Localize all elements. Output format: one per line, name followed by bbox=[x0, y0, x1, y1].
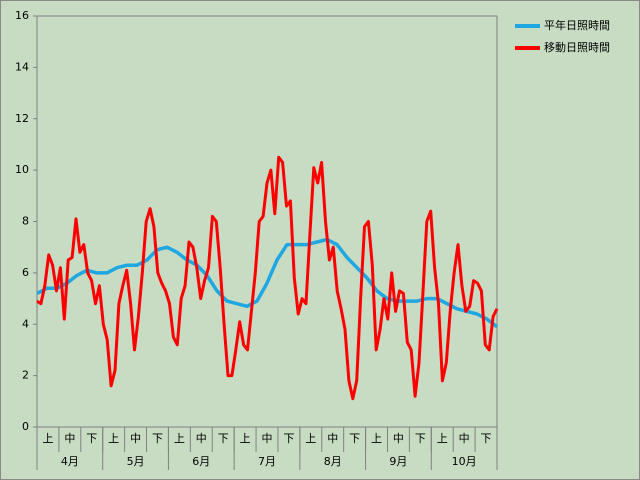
x-tick-label: 上 bbox=[174, 432, 185, 445]
x-tick-label: 下 bbox=[152, 432, 163, 445]
y-tick-label: 8 bbox=[22, 215, 29, 228]
x-tick-label: 中 bbox=[393, 432, 404, 445]
x-tick-label: 中 bbox=[327, 432, 338, 445]
x-group-label: 4月 bbox=[61, 455, 79, 468]
x-group-label: 7月 bbox=[258, 455, 276, 468]
x-tick-label: 上 bbox=[42, 432, 53, 445]
x-tick-label: 中 bbox=[459, 432, 470, 445]
x-tick-label: 中 bbox=[262, 432, 273, 445]
x-tick-label: 下 bbox=[349, 432, 360, 445]
x-tick-label: 中 bbox=[64, 432, 75, 445]
legend-label: 移動日照時間 bbox=[544, 40, 610, 54]
y-tick-label: 16 bbox=[15, 9, 29, 22]
x-tick-label: 上 bbox=[437, 432, 448, 445]
x-tick-label: 下 bbox=[481, 432, 492, 445]
x-group-label: 9月 bbox=[389, 455, 407, 468]
x-group-label: 5月 bbox=[127, 455, 145, 468]
y-tick-label: 0 bbox=[22, 420, 29, 433]
y-tick-label: 12 bbox=[15, 112, 29, 125]
x-tick-label: 中 bbox=[130, 432, 141, 445]
x-tick-label: 下 bbox=[218, 432, 229, 445]
y-tick-label: 4 bbox=[22, 317, 29, 330]
x-tick-label: 上 bbox=[371, 432, 382, 445]
y-tick-label: 6 bbox=[22, 266, 29, 279]
y-tick-label: 2 bbox=[22, 369, 29, 382]
y-tick-label: 10 bbox=[15, 163, 29, 176]
series-line bbox=[36, 155, 499, 401]
x-group-label: 8月 bbox=[324, 455, 342, 468]
y-tick-label: 14 bbox=[15, 60, 29, 73]
x-tick-label: 下 bbox=[283, 432, 294, 445]
x-tick-label: 上 bbox=[108, 432, 119, 445]
series-line bbox=[36, 237, 499, 329]
x-group-label: 10月 bbox=[452, 455, 477, 468]
legend-label: 平年日照時間 bbox=[544, 18, 610, 32]
x-tick-label: 上 bbox=[240, 432, 251, 445]
x-group-label: 6月 bbox=[192, 455, 210, 468]
x-tick-label: 下 bbox=[86, 432, 97, 445]
x-tick-label: 上 bbox=[305, 432, 316, 445]
x-tick-label: 下 bbox=[415, 432, 426, 445]
x-tick-label: 中 bbox=[196, 432, 207, 445]
